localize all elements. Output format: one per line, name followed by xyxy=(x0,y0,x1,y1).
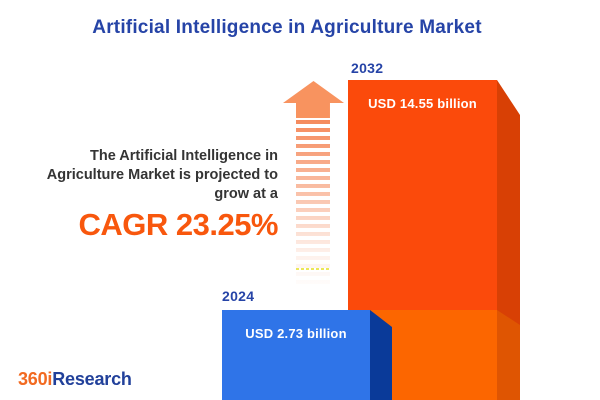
logo-360i: 360i xyxy=(18,369,53,389)
logo-research: Research xyxy=(52,369,132,389)
year-label-2032: 2032 xyxy=(351,60,384,76)
year-label-2024: 2024 xyxy=(222,288,255,304)
bar-2032-side-lower xyxy=(497,310,520,400)
cagr-value: CAGR 23.25% xyxy=(78,207,278,242)
projection-line-1: The Artificial Intelligence in xyxy=(90,148,278,164)
projection-line-2: Agriculture Market is projected to xyxy=(46,167,278,183)
growth-arrow-fade xyxy=(294,120,332,292)
bar-2024-front xyxy=(222,310,370,400)
brand-logo: 360iResearch xyxy=(18,369,132,390)
bar-2024-side xyxy=(370,310,392,400)
growth-arrow-icon xyxy=(283,81,344,118)
bar-2032-front xyxy=(348,80,497,310)
projection-line-3: grow at a xyxy=(214,186,278,202)
projection-text: The Artificial Intelligence in Agricultu… xyxy=(0,147,279,242)
bar-2024-value-label: USD 2.73 billion xyxy=(245,326,347,341)
bar-2032-value-label: USD 14.55 billion xyxy=(368,96,477,111)
page-title: Artificial Intelligence in Agriculture M… xyxy=(92,17,482,38)
growth-arrow-dashed-line xyxy=(296,268,330,270)
